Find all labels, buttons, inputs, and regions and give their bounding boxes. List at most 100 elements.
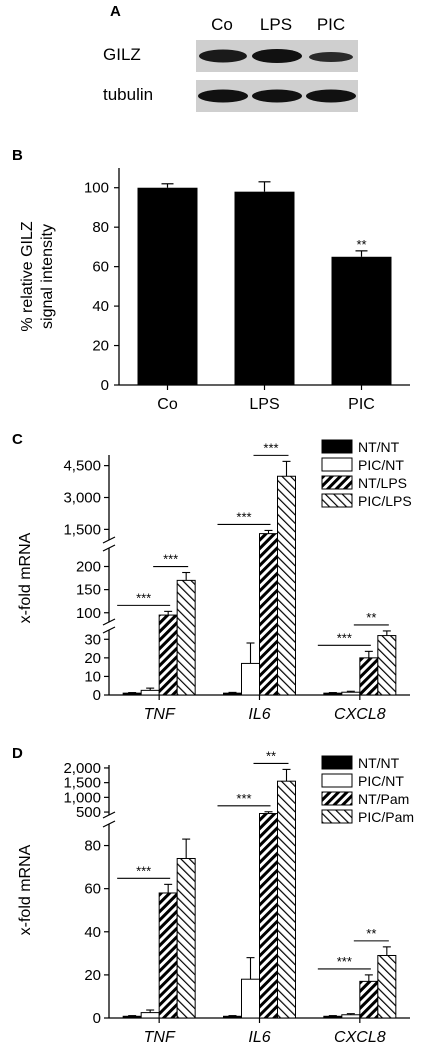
y-tick-label: 20	[92, 338, 109, 355]
bar	[140, 689, 160, 696]
blot-band	[309, 52, 353, 62]
bar	[122, 1015, 142, 1019]
legend-label: NT/NT	[358, 755, 400, 771]
legend-swatch	[321, 755, 353, 770]
legend-label: NT/Pam	[358, 791, 409, 807]
legend-label: NT/LPS	[358, 475, 407, 491]
y-tick-label: 40	[92, 298, 109, 315]
y-tick-label: 3,000	[63, 490, 101, 507]
blot-band	[252, 49, 302, 63]
panel-letter-b: B	[12, 147, 23, 164]
significance-label: ***	[136, 590, 151, 605]
significance-label: **	[356, 237, 366, 252]
bar	[359, 657, 379, 696]
bar	[277, 780, 296, 1019]
axis-break-mark	[102, 811, 116, 819]
bar	[241, 662, 260, 696]
blot-band	[252, 89, 302, 103]
legend-label: PIC/Pam	[358, 809, 414, 825]
significance-label: **	[266, 748, 276, 763]
y-tick-label: 60	[92, 259, 109, 276]
x-tick-label: TNF	[144, 1029, 176, 1046]
y-tick-label: 200	[76, 559, 101, 576]
legend-label: PIC/NT	[358, 457, 404, 473]
y-tick-label: 1,000	[63, 789, 101, 806]
y-axis-label: x-fold mRNA	[17, 532, 34, 623]
y-tick-label: 80	[84, 838, 101, 855]
y-tick-label: 60	[84, 881, 101, 898]
significance-label: ***	[236, 791, 251, 806]
legend-label: PIC/NT	[358, 773, 404, 789]
significance-label: ***	[337, 954, 352, 969]
bar	[323, 692, 343, 696]
bar	[241, 978, 260, 1019]
x-tick-label: LPS	[249, 396, 279, 413]
y-tick-label: 2,000	[63, 760, 101, 777]
bar	[341, 691, 361, 696]
y-tick-label: 1,500	[63, 521, 101, 538]
blot-row-label: GILZ	[103, 45, 141, 64]
blot-lane-label: LPS	[260, 15, 292, 34]
axis-break-mark	[102, 820, 116, 828]
legend-swatch	[321, 457, 353, 472]
legend-label: PIC/LPS	[358, 493, 412, 509]
blot-band	[198, 89, 248, 103]
x-tick-label: TNF	[144, 706, 176, 723]
y-tick-label: 0	[93, 1010, 101, 1027]
significance-label: ***	[136, 863, 151, 878]
y-axis-label-line: % relative GILZ	[19, 221, 36, 331]
bar	[341, 1014, 361, 1019]
blot-row-label: tubulin	[103, 85, 153, 104]
y-tick-label: 150	[76, 582, 101, 599]
axis-break-mark	[102, 544, 116, 552]
y-tick-label: 20	[84, 650, 101, 667]
panel-letter-d: D	[12, 745, 23, 762]
bar	[176, 579, 196, 696]
panel-letter-c: C	[12, 431, 23, 448]
significance-label: **	[366, 926, 376, 941]
blot-band	[199, 49, 247, 63]
bar	[176, 857, 196, 1019]
y-tick-label: 20	[84, 967, 101, 984]
significance-label: ***	[163, 552, 178, 567]
y-tick-label: 40	[84, 924, 101, 941]
legend-swatch	[321, 791, 353, 806]
bar	[223, 1015, 242, 1019]
legend-swatch	[321, 493, 353, 508]
y-tick-label: 100	[84, 180, 109, 197]
legend-swatch	[321, 809, 353, 824]
bar	[359, 980, 379, 1019]
significance-label: **	[366, 610, 376, 625]
panel-letter-a: A	[110, 3, 121, 20]
axis-break-mark	[102, 626, 116, 634]
bar	[259, 813, 278, 1019]
axis-break-mark	[102, 618, 116, 626]
bar	[377, 635, 397, 696]
y-tick-label: 1,500	[63, 775, 101, 792]
bar	[331, 256, 392, 385]
y-tick-label: 80	[92, 219, 109, 236]
bar	[259, 533, 278, 696]
bar	[377, 954, 397, 1019]
bar	[223, 692, 242, 696]
axis-break-mark	[102, 536, 116, 544]
significance-label: ***	[236, 509, 251, 524]
y-axis-label: x-fold mRNA	[17, 844, 34, 935]
x-tick-label: Co	[157, 396, 178, 413]
y-tick-label: 0	[93, 687, 101, 704]
x-tick-label: CXCL8	[334, 1029, 386, 1046]
chart-b: 0 20 40 60 80 100 Co LPS PIC ** % relative GILZ sig…	[19, 168, 410, 413]
bar	[158, 892, 178, 1019]
y-tick-label: 0	[101, 377, 109, 394]
x-tick-label: PIC	[348, 396, 375, 413]
x-tick-label: CXCL8	[334, 706, 386, 723]
significance-label: ***	[337, 630, 352, 645]
bar	[122, 692, 142, 696]
x-tick-label: IL6	[248, 706, 270, 723]
y-tick-label: 30	[84, 631, 101, 648]
legend-swatch	[321, 475, 353, 490]
legend-swatch	[321, 439, 353, 454]
